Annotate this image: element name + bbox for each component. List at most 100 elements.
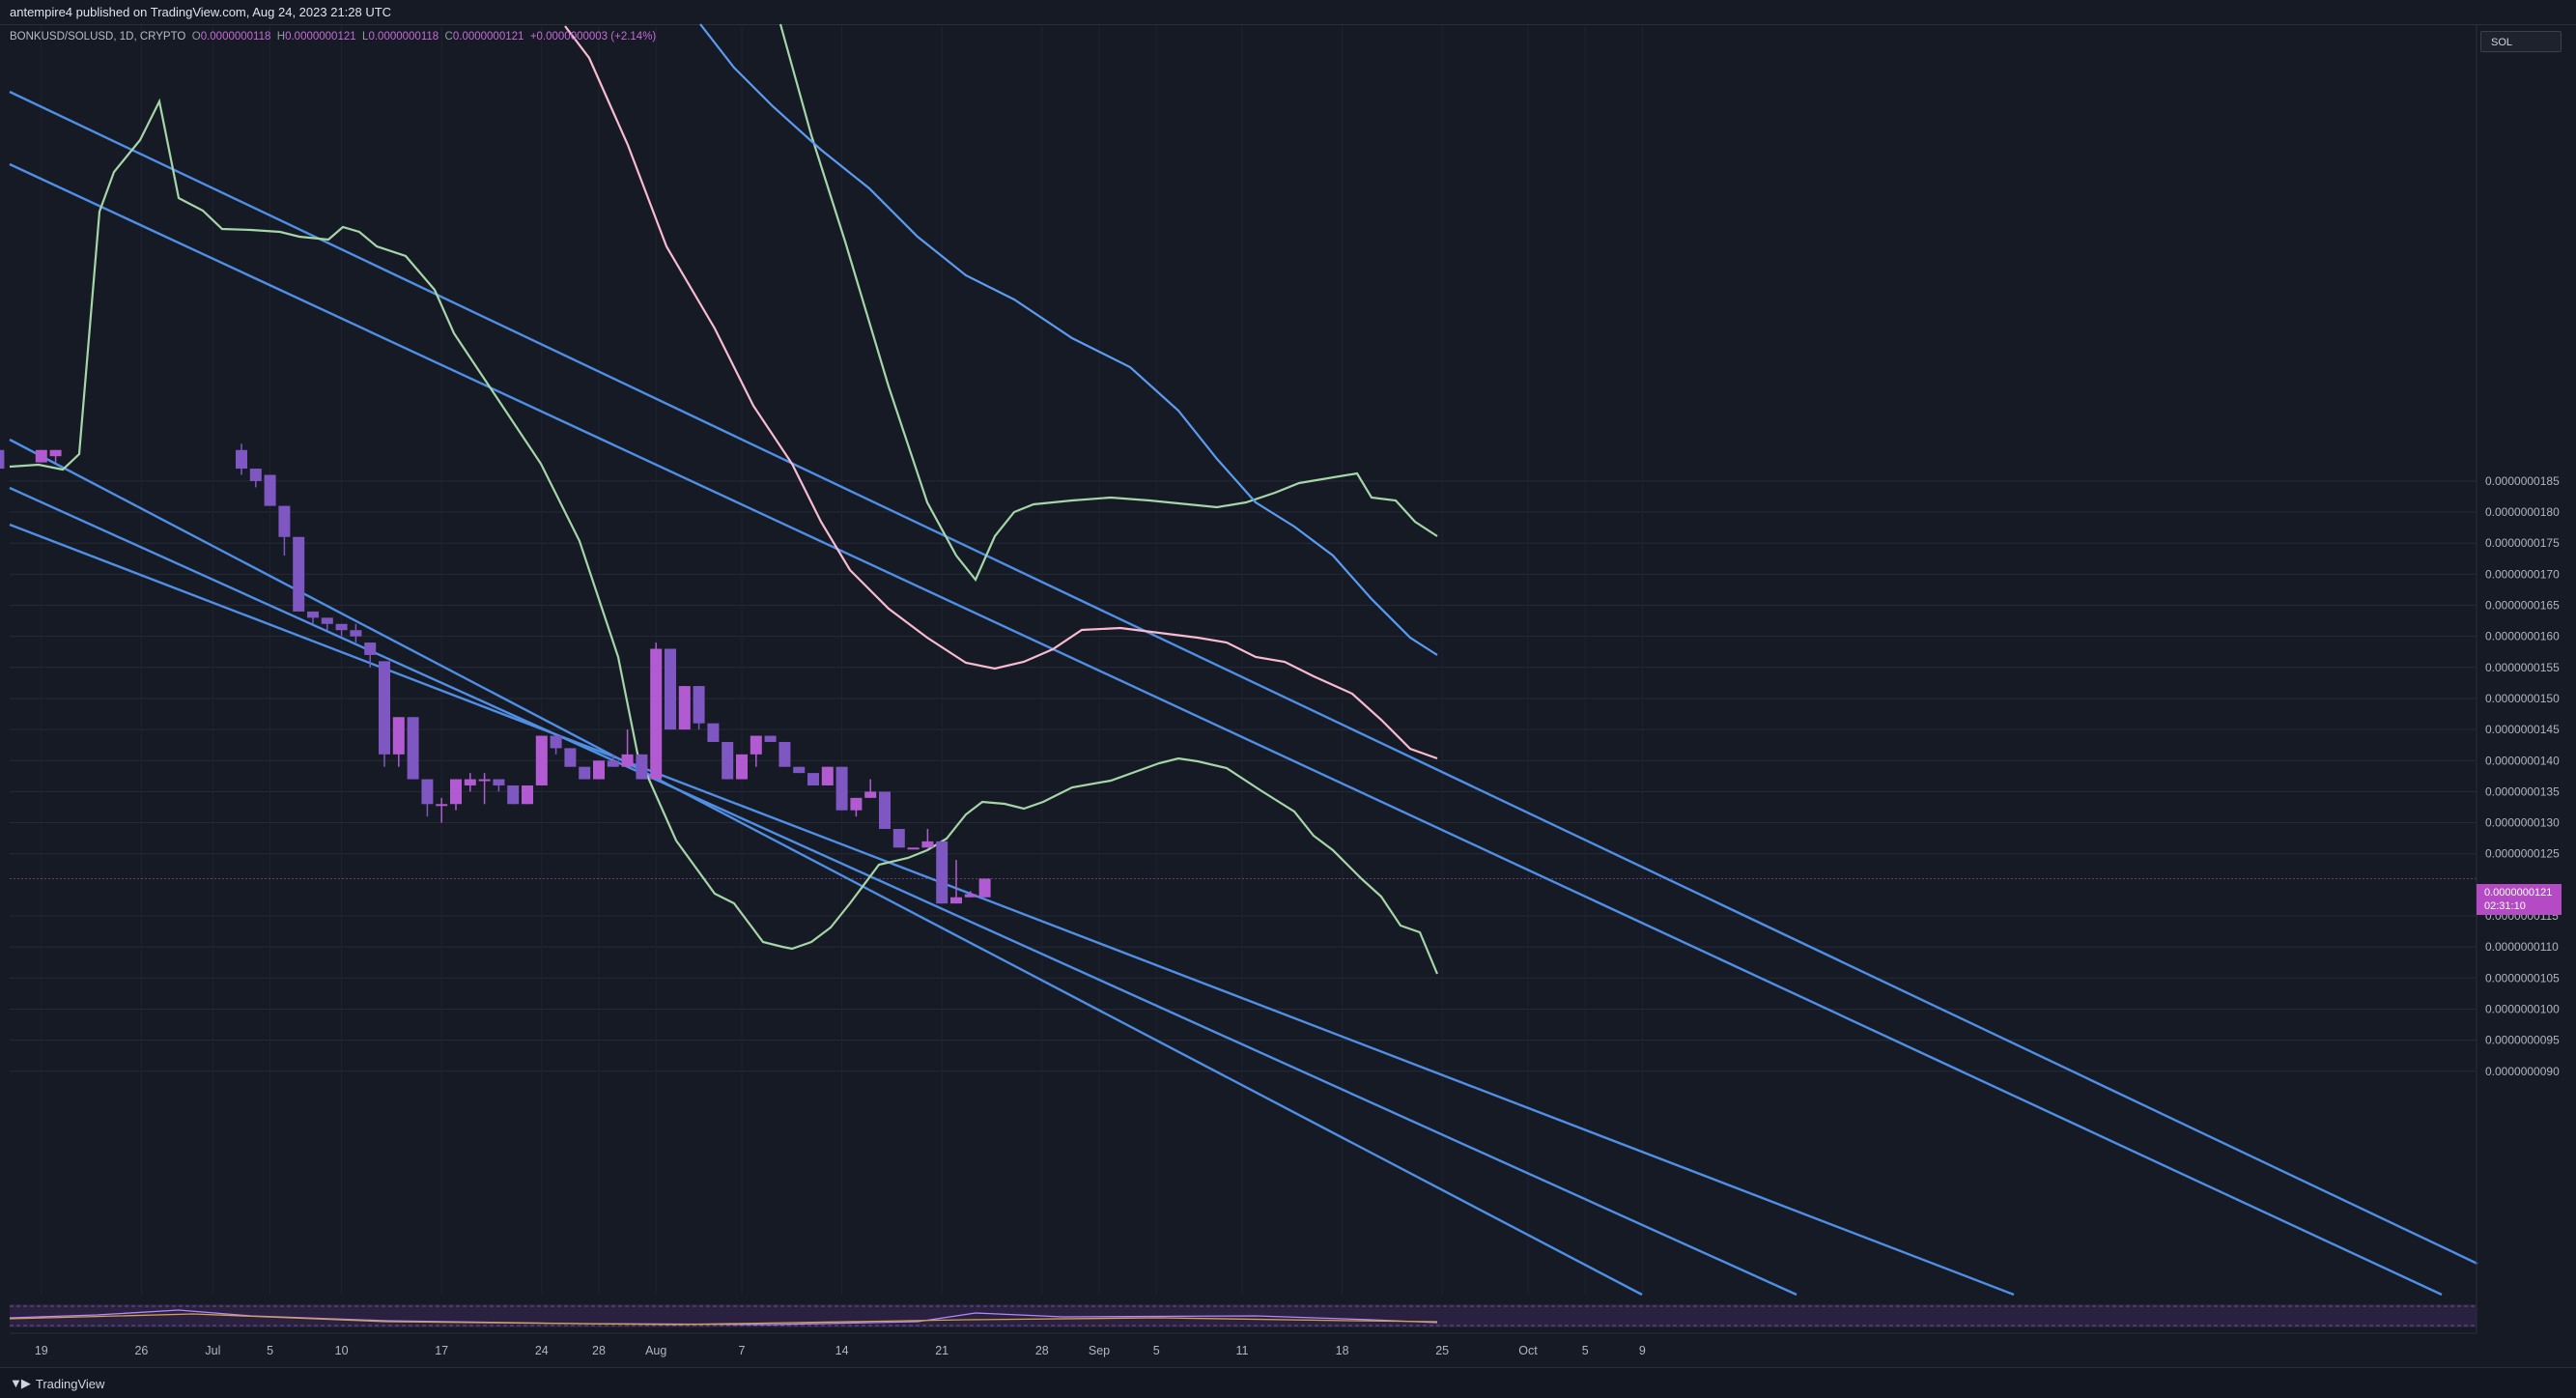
x-tick-label: 25 (1435, 1344, 1449, 1357)
y-tick-label: 0.0000000175 (2485, 536, 2560, 550)
x-tick-label: 5 (267, 1344, 273, 1357)
high-label: H (276, 31, 286, 43)
candle-body (507, 785, 520, 805)
candle-body (392, 717, 405, 755)
candle-body (665, 648, 676, 730)
y-tick-label: 0.0000000135 (2485, 785, 2560, 798)
candle-body (793, 766, 806, 774)
candle-body (864, 791, 877, 798)
x-tick-label: 5 (1153, 1344, 1160, 1357)
y-tick-label: 0.0000000105 (2485, 971, 2560, 984)
x-tick-label: 26 (134, 1344, 148, 1357)
candle-body (407, 717, 419, 780)
x-tick-label: Sep (1089, 1344, 1110, 1357)
candle-body (436, 804, 448, 807)
moving-average-line (564, 25, 1438, 760)
candle-body (778, 741, 791, 767)
tradingview-logo-icon: ▼▶ (10, 1376, 31, 1390)
candle-body (636, 754, 648, 780)
x-tick-label: 17 (435, 1344, 448, 1357)
candle-body (307, 611, 319, 618)
symbol-name: BONKUSD/SOLUSD, 1D, CRYPTO (10, 31, 186, 43)
footer-bar: ▼▶ TradingView (0, 1367, 2576, 1398)
tradingview-logo[interactable]: ▼▶ TradingView (10, 1376, 104, 1391)
x-tick-label: 7 (739, 1344, 746, 1357)
x-tick-label: 18 (1336, 1344, 1349, 1357)
x-tick-label: 28 (1035, 1344, 1049, 1357)
trendline-group (9, 90, 2478, 1297)
candle-body (921, 841, 934, 848)
candle-body (722, 741, 734, 780)
close-value: 0.0000000121 (452, 31, 524, 43)
candle-body (593, 760, 605, 780)
change-value: +0.0000000003 (+2.14%) (529, 31, 657, 43)
y-tick-label: 0.0000000095 (2485, 1034, 2560, 1047)
x-tick-label: 28 (592, 1344, 606, 1357)
candle-body (350, 630, 362, 637)
y-tick-label: 0.0000000160 (2485, 630, 2560, 643)
bollinger-lower-band (9, 98, 1439, 975)
x-tick-label: 19 (35, 1344, 48, 1357)
published-text: antempire4 published on TradingView.com,… (10, 5, 392, 19)
tradingview-brand: TradingView (35, 1376, 105, 1391)
y-tick-label: 0.0000000090 (2485, 1065, 2560, 1078)
candle-body (335, 623, 348, 631)
y-tick-label: 0.0000000185 (2485, 474, 2560, 488)
candle-body (493, 779, 505, 785)
low-label: L (362, 31, 369, 43)
trend-channel-line (9, 486, 1798, 1297)
candle-body (850, 797, 863, 811)
candle-body (0, 449, 5, 470)
y-tick-label: 0.0000000100 (2485, 1002, 2560, 1015)
close-label: C (444, 31, 453, 43)
candle-body (579, 766, 591, 780)
candle-body (264, 474, 276, 506)
oscillator-pane (9, 1304, 2477, 1327)
trend-channel-line (9, 523, 2015, 1297)
candle-body (478, 779, 491, 782)
candle-body (35, 449, 47, 463)
oscillator-line (9, 1309, 1438, 1326)
x-tick-label: Oct (1518, 1344, 1538, 1357)
high-value: 0.0000000121 (285, 31, 356, 43)
x-tick-label: Jul (205, 1344, 220, 1357)
candle-body (892, 828, 905, 848)
candle-body (879, 791, 891, 829)
candle-body (678, 686, 691, 730)
indicator-lines (9, 23, 1439, 975)
x-tick-label: 11 (1236, 1344, 1249, 1357)
candle-body (693, 686, 705, 724)
x-tick-label: 21 (935, 1344, 948, 1357)
x-tick-label: Aug (645, 1344, 666, 1357)
candle-body (293, 536, 305, 612)
bar-countdown: 02:31:10 (2484, 900, 2526, 912)
x-tick-label: 5 (1582, 1344, 1589, 1357)
trend-channel-line (9, 162, 2443, 1297)
x-tick-label: 24 (535, 1344, 549, 1357)
publisher-header: antempire4 published on TradingView.com,… (0, 0, 2576, 25)
candle-body (249, 469, 262, 481)
candle-body (278, 505, 291, 537)
y-tick-label: 0.0000000180 (2485, 505, 2560, 519)
candle-body (964, 894, 977, 898)
y-tick-label: 0.0000000145 (2485, 723, 2560, 736)
candle-body (835, 766, 848, 811)
candle-body (421, 779, 434, 805)
candle-body (379, 661, 390, 755)
candle-body (550, 735, 562, 749)
candle-body (978, 878, 991, 898)
y-tick-label: 0.0000000155 (2485, 661, 2560, 674)
candle-body (535, 735, 548, 785)
candle-body (950, 897, 962, 904)
scale-currency-button[interactable]: SOL (2480, 31, 2562, 52)
y-tick-label: 0.0000000165 (2485, 599, 2560, 613)
candle-body (621, 754, 634, 767)
y-tick-label: 0.0000000130 (2485, 816, 2560, 830)
candle-body (807, 773, 819, 785)
candle-body (236, 449, 247, 470)
candle-body (522, 785, 533, 805)
trend-channel-line (9, 438, 1643, 1297)
candle-body (736, 754, 748, 780)
candle-body (321, 617, 333, 624)
